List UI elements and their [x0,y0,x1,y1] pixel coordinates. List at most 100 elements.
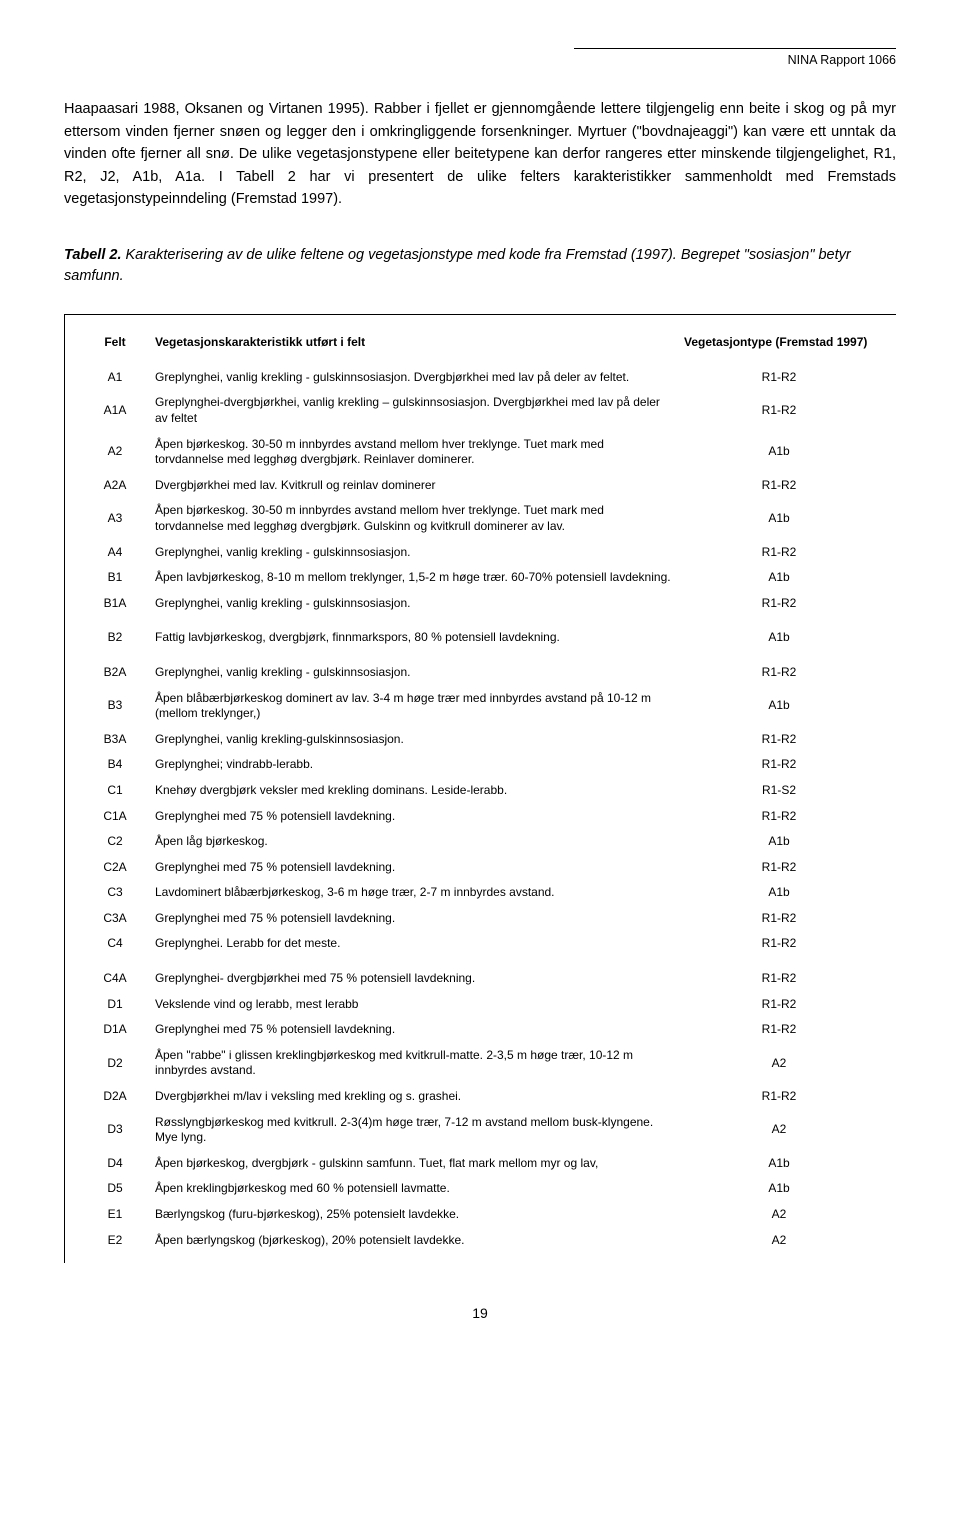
cell-type: R1-R2 [678,651,880,686]
table-row: E2Åpen bærlyngskog (bjørkeskog), 20% pot… [81,1228,880,1254]
table-row: B1Åpen lavbjørkeskog, 8-10 m mellom trek… [81,565,880,591]
cell-felt: D4 [81,1151,149,1177]
cell-desc: Åpen lavbjørkeskog, 8-10 m mellom trekly… [149,565,678,591]
cell-type: A1b [678,1176,880,1202]
cell-desc: Åpen bjørkeskog, dvergbjørk - gulskinn s… [149,1151,678,1177]
cell-felt: B3 [81,686,149,727]
table-row: C4Greplynghei. Lerabb for det meste.R1-R… [81,931,880,957]
table-row: A4Greplynghei, vanlig krekling - gulskin… [81,540,880,566]
col-header-type: Vegetasjontype (Fremstad 1997) [678,329,880,365]
table-row: C4AGreplynghei- dvergbjørkhei med 75 % p… [81,957,880,992]
cell-desc: Åpen låg bjørkeskog. [149,829,678,855]
cell-type: A2 [678,1043,880,1084]
cell-type: A1b [678,829,880,855]
cell-type: R1-R2 [678,540,880,566]
cell-type: R1-R2 [678,804,880,830]
table-body: A1Greplynghei, vanlig krekling - gulskin… [81,365,880,1253]
cell-desc: Dvergbjørkhei med lav. Kvitkrull og rein… [149,473,678,499]
cell-felt: C1A [81,804,149,830]
cell-felt: D1 [81,992,149,1018]
cell-desc: Greplynghei, vanlig krekling-gulskinnsos… [149,727,678,753]
col-header-felt: Felt [81,329,149,365]
cell-desc: Bærlyngskog (furu-bjørkeskog), 25% poten… [149,1202,678,1228]
cell-felt: C3A [81,906,149,932]
table-row: D2ADvergbjørkhei m/lav i veksling med kr… [81,1084,880,1110]
cell-type: R1-R2 [678,752,880,778]
cell-desc: Røsslyngbjørkeskog med kvitkrull. 2-3(4)… [149,1110,678,1151]
table-row: B3Åpen blåbærbjørkeskog dominert av lav.… [81,686,880,727]
cell-type: A2 [678,1202,880,1228]
cell-type: R1-R2 [678,906,880,932]
cell-type: A1b [678,432,880,473]
table-row: C2Åpen låg bjørkeskog.A1b [81,829,880,855]
cell-felt: A2 [81,432,149,473]
cell-felt: B2A [81,651,149,686]
cell-felt: B1 [81,565,149,591]
cell-desc: Greplynghei; vindrabb-lerabb. [149,752,678,778]
table-row: D1AGreplynghei med 75 % potensiell lavde… [81,1017,880,1043]
table-row: D1Vekslende vind og lerabb, mest lerabbR… [81,992,880,1018]
table-row: B4Greplynghei; vindrabb-lerabb.R1-R2 [81,752,880,778]
table-row: C2AGreplynghei med 75 % potensiell lavde… [81,855,880,881]
cell-felt: C1 [81,778,149,804]
cell-felt: B3A [81,727,149,753]
cell-felt: C4 [81,931,149,957]
cell-desc: Åpen bjørkeskog. 30-50 m innbyrdes avsta… [149,498,678,539]
cell-type: R1-R2 [678,390,880,431]
cell-desc: Greplynghei-dvergbjørkhei, vanlig krekli… [149,390,678,431]
cell-type: A2 [678,1110,880,1151]
cell-felt: B2 [81,616,149,651]
cell-type: A1b [678,880,880,906]
cell-desc: Fattig lavbjørkeskog, dvergbjørk, finnma… [149,616,678,651]
cell-desc: Vekslende vind og lerabb, mest lerabb [149,992,678,1018]
table-row: E1Bærlyngskog (furu-bjørkeskog), 25% pot… [81,1202,880,1228]
table-row: A1Greplynghei, vanlig krekling - gulskin… [81,365,880,391]
report-label: NINA Rapport 1066 [64,51,896,70]
table-header-row: Felt Vegetasjonskarakteristikk utført i … [81,329,880,365]
table-row: C1AGreplynghei med 75 % potensiell lavde… [81,804,880,830]
cell-felt: C3 [81,880,149,906]
table-container: Felt Vegetasjonskarakteristikk utført i … [64,314,896,1263]
cell-desc: Greplynghei med 75 % potensiell lavdekni… [149,1017,678,1043]
cell-desc: Greplynghei, vanlig krekling - gulskinns… [149,365,678,391]
table-row: D5Åpen kreklingbjørkeskog med 60 % poten… [81,1176,880,1202]
page-number: 19 [64,1303,896,1325]
cell-desc: Åpen kreklingbjørkeskog med 60 % potensi… [149,1176,678,1202]
cell-type: R1-R2 [678,1017,880,1043]
table-row: D4Åpen bjørkeskog, dvergbjørk - gulskinn… [81,1151,880,1177]
cell-felt: A4 [81,540,149,566]
cell-type: R1-R2 [678,591,880,617]
table-row: D2Åpen "rabbe" i glissen kreklingbjørkes… [81,1043,880,1084]
cell-desc: Greplynghei, vanlig krekling - gulskinns… [149,591,678,617]
cell-desc: Greplynghei med 75 % potensiell lavdekni… [149,855,678,881]
cell-type: R1-R2 [678,727,880,753]
cell-desc: Åpen bærlyngskog (bjørkeskog), 20% poten… [149,1228,678,1254]
cell-type: R1-R2 [678,855,880,881]
body-paragraph: Haapaasari 1988, Oksanen og Virtanen 199… [64,98,896,210]
cell-felt: A3 [81,498,149,539]
table-row: C3Lavdominert blåbærbjørkeskog, 3-6 m hø… [81,880,880,906]
cell-desc: Greplynghei, vanlig krekling - gulskinns… [149,540,678,566]
cell-felt: D3 [81,1110,149,1151]
table-row: A3Åpen bjørkeskog. 30-50 m innbyrdes avs… [81,498,880,539]
table-row: C3AGreplynghei med 75 % potensiell lavde… [81,906,880,932]
cell-desc: Greplynghei. Lerabb for det meste. [149,931,678,957]
cell-type: R1-R2 [678,992,880,1018]
cell-desc: Greplynghei med 75 % potensiell lavdekni… [149,906,678,932]
cell-desc: Knehøy dvergbjørk veksler med krekling d… [149,778,678,804]
cell-type: A1b [678,1151,880,1177]
cell-desc: Greplynghei- dvergbjørkhei med 75 % pote… [149,957,678,992]
table-row: B2Fattig lavbjørkeskog, dvergbjørk, finn… [81,616,880,651]
cell-felt: E2 [81,1228,149,1254]
cell-desc: Greplynghei, vanlig krekling - gulskinns… [149,651,678,686]
cell-type: R1-R2 [678,473,880,499]
cell-felt: C2 [81,829,149,855]
cell-desc: Greplynghei med 75 % potensiell lavdekni… [149,804,678,830]
cell-type: R1-S2 [678,778,880,804]
cell-felt: B4 [81,752,149,778]
cell-desc: Åpen bjørkeskog. 30-50 m innbyrdes avsta… [149,432,678,473]
cell-type: A1b [678,565,880,591]
caption-rest: Karakterisering av de ulike feltene og v… [64,247,851,285]
table-row: D3Røsslyngbjørkeskog med kvitkrull. 2-3(… [81,1110,880,1151]
cell-felt: C2A [81,855,149,881]
